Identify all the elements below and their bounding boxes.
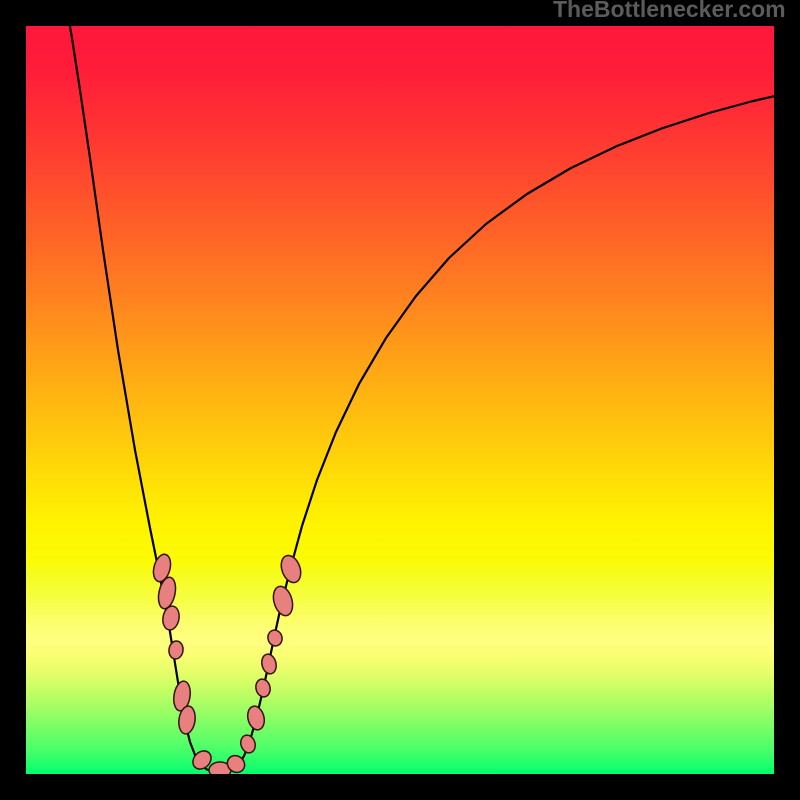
beads-group xyxy=(151,552,305,778)
bead-11 xyxy=(254,678,272,699)
bead-9 xyxy=(239,733,258,754)
bead-10 xyxy=(245,704,266,731)
bead-3 xyxy=(168,640,184,660)
curve-left xyxy=(66,4,221,773)
bead-12 xyxy=(260,653,278,676)
curve-right xyxy=(221,96,775,773)
bead-15 xyxy=(278,553,304,585)
bottleneck-chart: TheBottlenecker.com xyxy=(0,0,800,800)
bead-13 xyxy=(266,628,284,647)
bead-14 xyxy=(270,584,296,618)
watermark-text: TheBottlenecker.com xyxy=(553,0,786,23)
curve-layer xyxy=(0,0,800,800)
clipped-group xyxy=(66,4,775,778)
